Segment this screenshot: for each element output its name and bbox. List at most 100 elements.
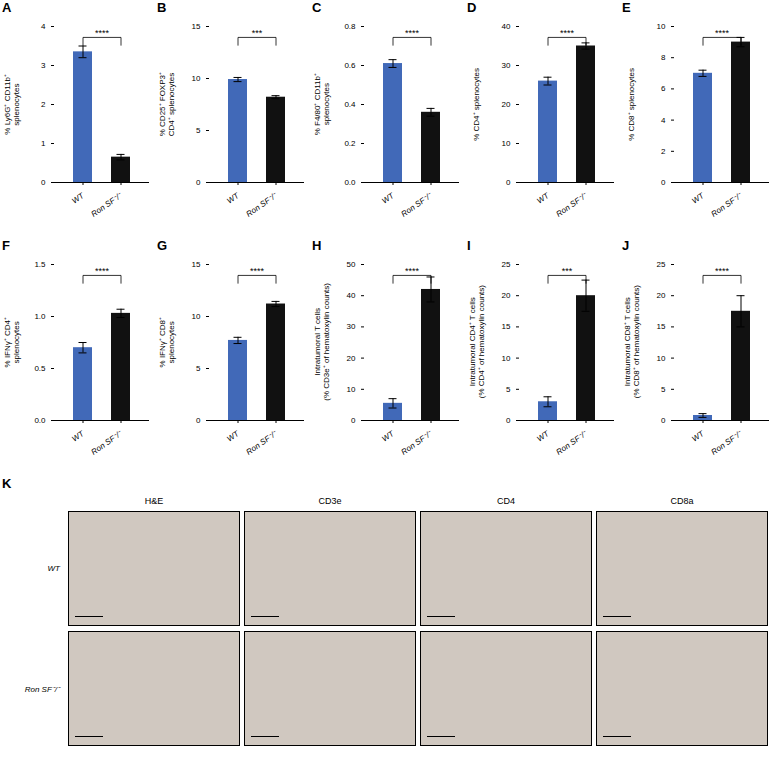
html-text:H: H bbox=[312, 238, 322, 253]
svg-text:0.0: 0.0 bbox=[344, 178, 356, 187]
svg-text:Ron SF⁻/⁻: Ron SF⁻/⁻ bbox=[90, 191, 125, 219]
svg-text:Ron SF⁻/⁻: Ron SF⁻/⁻ bbox=[245, 429, 280, 457]
svg-text:10: 10 bbox=[347, 385, 356, 394]
html-text:% IFNγ⁺ CD8⁺ splenocytes: % IFNγ⁺ CD8⁺ splenocytes bbox=[157, 316, 176, 368]
svg-text:Ron SF⁻/⁻: Ron SF⁻/⁻ bbox=[400, 429, 435, 457]
html-text:B: B bbox=[157, 0, 167, 15]
svg-text:****: **** bbox=[715, 266, 730, 276]
svg-text:20: 20 bbox=[502, 291, 511, 300]
svg-text:Ron SF⁻/⁻: Ron SF⁻/⁻ bbox=[90, 429, 125, 457]
svg-text:0: 0 bbox=[351, 416, 356, 425]
svg-text:30: 30 bbox=[347, 322, 356, 331]
svg-text:0.6: 0.6 bbox=[344, 61, 356, 70]
svg-text:40: 40 bbox=[502, 22, 511, 31]
svg-text:10: 10 bbox=[657, 22, 666, 31]
svg-text:2: 2 bbox=[41, 100, 46, 109]
svg-text:****: **** bbox=[95, 266, 110, 276]
svg-text:0: 0 bbox=[41, 178, 46, 187]
svg-text:0.8: 0.8 bbox=[344, 22, 356, 31]
svg-text:0: 0 bbox=[506, 416, 511, 425]
html-text:% CD4⁺ splenocytes: % CD4⁺ splenocytes bbox=[472, 67, 482, 141]
svg-text:Ron SF⁻/⁻: Ron SF⁻/⁻ bbox=[710, 191, 745, 219]
svg-text:15: 15 bbox=[192, 22, 201, 31]
svg-text:10: 10 bbox=[657, 354, 666, 363]
svg-text:5: 5 bbox=[196, 364, 201, 373]
svg-text:Ron SF⁻/⁻: Ron SF⁻/⁻ bbox=[400, 191, 435, 219]
svg-text:0: 0 bbox=[196, 178, 201, 187]
svg-text:20: 20 bbox=[347, 354, 356, 363]
svg-text:0.4: 0.4 bbox=[344, 100, 356, 109]
svg-text:1: 1 bbox=[41, 139, 46, 148]
svg-text:4: 4 bbox=[41, 22, 46, 31]
svg-text:****: **** bbox=[560, 28, 575, 38]
svg-text:15: 15 bbox=[657, 322, 666, 331]
html-text:A: A bbox=[2, 0, 12, 15]
html-text:% IFNγ⁺ CD4⁺ splenocytes: % IFNγ⁺ CD4⁺ splenocytes bbox=[2, 316, 21, 368]
svg-text:WT: WT bbox=[70, 191, 86, 206]
svg-text:***: *** bbox=[562, 266, 573, 276]
html-text:Intratumoral CD8⁺ T cells (% C: Intratumoral CD8⁺ T cells (% CD8⁺ of hem… bbox=[622, 285, 641, 399]
svg-text:15: 15 bbox=[502, 322, 511, 331]
html-text:K: K bbox=[2, 476, 12, 491]
html-text:H&E: H&E bbox=[144, 496, 164, 506]
html-text:Intratumoral CD4⁺ T cells (% C: Intratumoral CD4⁺ T cells (% CD4⁺ of hem… bbox=[467, 285, 486, 399]
svg-text:6: 6 bbox=[661, 84, 666, 93]
svg-text:Ron SF⁻/⁻: Ron SF⁻/⁻ bbox=[555, 191, 590, 219]
svg-text:Ron SF⁻/⁻: Ron SF⁻/⁻ bbox=[245, 191, 280, 219]
svg-text:0.2: 0.2 bbox=[344, 139, 356, 148]
svg-text:WT: WT bbox=[690, 429, 706, 444]
svg-text:Ron SF⁻/⁻: Ron SF⁻/⁻ bbox=[710, 429, 745, 457]
svg-text:15: 15 bbox=[192, 260, 201, 269]
svg-text:3: 3 bbox=[41, 61, 46, 70]
svg-text:WT: WT bbox=[380, 191, 396, 206]
svg-text:4: 4 bbox=[661, 116, 666, 125]
svg-text:WT: WT bbox=[690, 191, 706, 206]
svg-text:WT: WT bbox=[535, 429, 551, 444]
svg-text:2: 2 bbox=[661, 147, 666, 156]
html-text:C: C bbox=[312, 0, 322, 15]
svg-text:0.0: 0.0 bbox=[34, 416, 46, 425]
svg-text:WT: WT bbox=[225, 191, 241, 206]
svg-text:40: 40 bbox=[347, 291, 356, 300]
html-text:G: G bbox=[157, 238, 168, 253]
svg-text:25: 25 bbox=[657, 260, 666, 269]
svg-text:0.5: 0.5 bbox=[34, 364, 46, 373]
svg-text:WT: WT bbox=[380, 429, 396, 444]
svg-text:10: 10 bbox=[502, 354, 511, 363]
svg-text:****: **** bbox=[405, 266, 420, 276]
svg-text:20: 20 bbox=[657, 291, 666, 300]
svg-text:20: 20 bbox=[502, 100, 511, 109]
html-text:% F4/80⁺ CD11b⁺ splenocytes: % F4/80⁺ CD11b⁺ splenocytes bbox=[312, 72, 331, 136]
svg-text:Ron SF⁻/⁻: Ron SF⁻/⁻ bbox=[555, 429, 590, 457]
svg-text:10: 10 bbox=[192, 312, 201, 321]
svg-text:30: 30 bbox=[502, 61, 511, 70]
svg-text:1.0: 1.0 bbox=[34, 312, 46, 321]
svg-text:5: 5 bbox=[661, 385, 666, 394]
svg-text:WT: WT bbox=[535, 191, 551, 206]
svg-text:1.5: 1.5 bbox=[34, 260, 46, 269]
html-text:Intratumoral T cells (% CD3e⁺: Intratumoral T cells (% CD3e⁺ of hematox… bbox=[312, 283, 331, 401]
svg-text:***: *** bbox=[252, 28, 263, 38]
html-text:% CD8⁺ splenocytes: % CD8⁺ splenocytes bbox=[627, 67, 637, 141]
svg-text:WT: WT bbox=[70, 429, 86, 444]
svg-text:50: 50 bbox=[347, 260, 356, 269]
svg-text:8: 8 bbox=[661, 53, 666, 62]
svg-text:25: 25 bbox=[502, 260, 511, 269]
svg-text:****: **** bbox=[405, 28, 420, 38]
svg-text:0: 0 bbox=[661, 178, 666, 187]
svg-text:****: **** bbox=[95, 28, 110, 38]
svg-text:0: 0 bbox=[506, 178, 511, 187]
svg-text:5: 5 bbox=[506, 385, 511, 394]
html-text:% CD25⁺ FOXP3⁺ CD4⁺ splenocyte: % CD25⁺ FOXP3⁺ CD4⁺ splenocytes bbox=[157, 71, 176, 137]
html-text:D: D bbox=[467, 0, 477, 15]
svg-text:5: 5 bbox=[196, 126, 201, 135]
svg-text:0: 0 bbox=[196, 416, 201, 425]
svg-text:WT: WT bbox=[225, 429, 241, 444]
svg-text:0: 0 bbox=[661, 416, 666, 425]
html-text:CD3e: CD3e bbox=[318, 496, 342, 506]
svg-text:10: 10 bbox=[502, 139, 511, 148]
svg-text:****: **** bbox=[715, 28, 730, 38]
html-text:% Ly6G⁺ CD11b⁺ splenocytes: % Ly6G⁺ CD11b⁺ splenocytes bbox=[2, 73, 21, 135]
svg-text:10: 10 bbox=[192, 74, 201, 83]
svg-text:****: **** bbox=[250, 266, 265, 276]
